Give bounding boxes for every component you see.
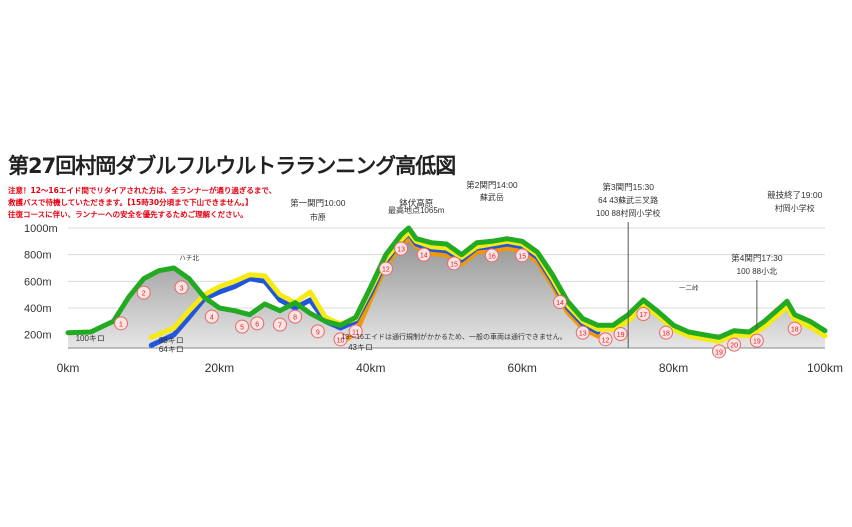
aid-station-marker — [272, 317, 287, 332]
aid-station-marker — [204, 309, 219, 324]
y-tick-label: 600m — [24, 276, 52, 288]
aid-station-marker — [310, 324, 325, 339]
checkpoint-label: 第一関門10:00 — [290, 198, 346, 208]
aid-station-marker — [712, 344, 727, 359]
aid-station-number: 18 — [791, 327, 799, 334]
aid-station-number: 7 — [278, 323, 282, 330]
aid-station-number: 16 — [488, 253, 496, 260]
aid-station-marker — [235, 319, 250, 334]
y-tick-label: 1000m — [24, 223, 58, 235]
aid-station-marker — [416, 247, 431, 262]
aid-station-number: 13 — [397, 247, 405, 254]
aid-station-marker — [348, 324, 363, 339]
aid-station-number: 12 — [602, 337, 610, 344]
aid-station-number: 14 — [556, 300, 564, 307]
aid-station-number: 18 — [662, 331, 670, 338]
series-line-2 — [148, 229, 828, 344]
checkpoint-label: 競技終了19:00 — [767, 190, 823, 200]
aid-station-number: 11 — [352, 329, 359, 336]
traffic-note: 13〜16エイドは通行規制がかかるため、一般の車両は通行できません。 — [341, 332, 566, 341]
y-tick-label: 200m — [24, 330, 52, 342]
x-tick-label: 80km — [659, 361, 688, 375]
checkpoint-label: 第4関門17:30 — [731, 253, 783, 263]
aid-station-number: 8 — [293, 315, 297, 322]
aid-station-marker — [553, 295, 568, 309]
aid-station-number: 1 — [119, 321, 123, 328]
course-start-label: 64キロ — [159, 345, 184, 354]
aid-station-number: 12 — [382, 267, 390, 274]
checkpoint-sub: 最高地点1065m — [388, 205, 445, 215]
aid-station-number: 15 — [518, 253, 526, 260]
x-tick-label: 60km — [508, 361, 537, 375]
aid-station-number: 9 — [316, 329, 320, 336]
series-line-0 — [65, 225, 828, 340]
aid-station-marker — [727, 337, 742, 352]
aid-station-number: 20 — [730, 343, 738, 350]
place-label: 一二峠 — [679, 283, 699, 292]
aid-station-number: 17 — [639, 312, 647, 319]
aid-station-number: 10 — [337, 337, 345, 344]
checkpoint-label: 第2関門14:00 — [466, 180, 518, 190]
aid-station-number: 13 — [579, 331, 587, 338]
aid-station-marker — [447, 256, 462, 271]
y-tick-label: 400m — [24, 303, 52, 315]
checkpoint-sub: 村岡小学校 — [775, 203, 815, 213]
aid-station-number: 15 — [450, 261, 458, 268]
page-title: 第27回村岡ダブルフルウルトラランニング高低図 — [8, 154, 456, 178]
aid-station-number: 19 — [753, 339, 761, 346]
aid-station-marker — [250, 316, 265, 331]
checkpoint-sub: 100 88村岡小学校 — [596, 208, 660, 218]
notice-line-2: 救護バスで待機していただきます。【15時30分頃まで下山できません。】 — [8, 198, 253, 207]
aid-station-marker — [575, 325, 590, 340]
course-start-label: 88キロ — [159, 336, 184, 345]
aid-station-number: 5 — [240, 325, 244, 332]
aid-station-number: 19 — [715, 349, 723, 356]
course-start-label: 100キロ — [76, 334, 105, 343]
course-start-label: 43キロ — [348, 343, 373, 352]
aid-station-marker — [136, 285, 151, 300]
aid-station-number: 14 — [420, 253, 428, 260]
checkpoint-sub: 市原 — [310, 212, 326, 222]
notice-line-1: 注意！12〜16エイド間でリタイアされた方は、全ランナーが通り過ぎるまで、 — [8, 186, 277, 195]
aid-station-marker — [787, 321, 802, 336]
aid-station-marker — [613, 327, 628, 341]
aid-station-marker — [659, 325, 674, 340]
aid-station-marker — [288, 309, 303, 324]
checkpoint-label: 鉢伏高原 — [399, 198, 433, 208]
aid-station-marker — [174, 280, 189, 295]
checkpoint-label: 第3関門15:30 — [602, 182, 654, 192]
aid-station-marker — [636, 307, 651, 321]
aid-station-number: 4 — [210, 315, 214, 322]
checkpoint-sub: 100 88小北 — [737, 267, 777, 276]
place-label: ハチ北 — [179, 254, 199, 262]
x-tick-label: 0km — [57, 361, 80, 375]
y-tick-label: 800m — [24, 250, 52, 262]
notice-line-3: 往復コースに伴い、ランナーへの安全を優先するためご理解ください。 — [8, 210, 248, 219]
aid-station-marker — [598, 332, 613, 347]
x-tick-label: 20km — [205, 361, 234, 375]
aid-station-marker — [113, 316, 128, 331]
aid-station-marker — [378, 261, 393, 276]
aid-station-marker — [484, 248, 499, 263]
aid-station-number: 2 — [142, 291, 146, 298]
aid-station-marker — [749, 333, 764, 348]
aid-station-number: 6 — [255, 321, 259, 328]
x-tick-label: 40km — [356, 361, 385, 375]
x-tick-label: 100km — [807, 361, 843, 375]
checkpoint-sub: 64 43蘇武三叉路 — [598, 195, 658, 205]
aid-station-number: 3 — [180, 285, 184, 292]
aid-station-marker — [394, 241, 409, 256]
aid-station-marker — [515, 248, 530, 263]
checkpoint-sub: 蘇武岳 — [480, 192, 504, 202]
aid-station-number: 19 — [617, 332, 625, 339]
aid-station-marker — [333, 332, 348, 347]
